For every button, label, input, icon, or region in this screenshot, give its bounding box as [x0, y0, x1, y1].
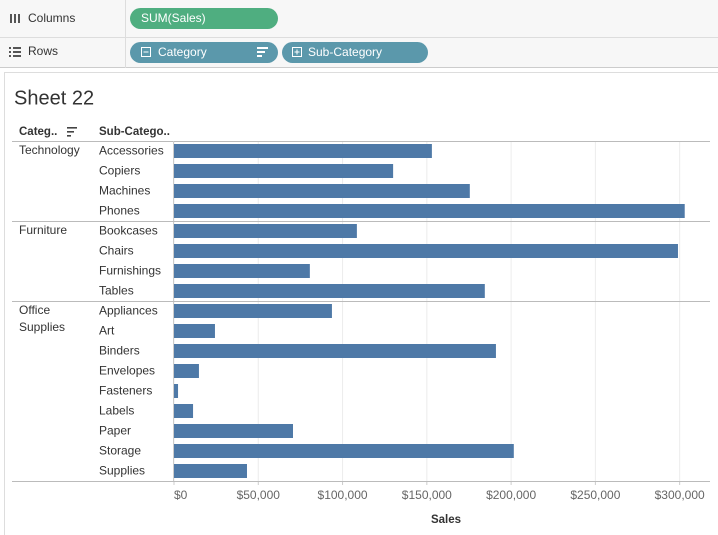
- sub-category-label: Supplies: [99, 464, 145, 478]
- pill-label[interactable]: Category: [158, 45, 207, 59]
- sub-category-label: Bookcases: [99, 224, 158, 238]
- pill[interactable]: [130, 8, 278, 29]
- bar: [174, 244, 678, 258]
- group-label-box: Technology: [19, 143, 80, 157]
- bar: [174, 404, 194, 418]
- bar: [174, 324, 215, 338]
- row-header[interactable]: Sub-Catego..: [99, 126, 170, 138]
- bar: [174, 424, 293, 438]
- sheet-title: Sheet 22: [14, 87, 94, 109]
- pill[interactable]: [282, 42, 428, 63]
- bar: [174, 344, 496, 358]
- x-tick-label: $250,000: [570, 488, 620, 502]
- x-tick-label: $50,000: [237, 488, 281, 502]
- row-header[interactable]: Categ..: [19, 126, 57, 138]
- sub-category-label: Appliances: [99, 304, 158, 318]
- bar: [174, 224, 357, 238]
- sub-category-label: Storage: [99, 444, 141, 458]
- bar: [174, 144, 432, 158]
- sub-category-label: Art: [99, 324, 115, 338]
- collapse-icon[interactable]: [141, 47, 151, 57]
- category-label: Furniture: [19, 223, 68, 237]
- bar: [174, 304, 332, 318]
- group-label-box: Office Supplies: [19, 303, 66, 334]
- sub-category-label: Machines: [99, 184, 150, 198]
- bar: [174, 264, 310, 278]
- x-tick-label: $300,000: [655, 488, 705, 502]
- bar: [174, 364, 199, 378]
- bar: [174, 444, 514, 458]
- category-label: Office Supplies: [19, 303, 66, 334]
- sub-category-label: Accessories: [99, 144, 164, 158]
- sub-category-label: Tables: [99, 284, 134, 298]
- shelf-label: Columns: [28, 11, 75, 25]
- bar: [174, 384, 179, 398]
- rows-icon: [9, 47, 21, 57]
- bar: [174, 184, 470, 198]
- sort-icon: [67, 127, 77, 137]
- sort-icon: [257, 47, 268, 57]
- x-tick-label: $100,000: [318, 488, 368, 502]
- sub-category-label: Binders: [99, 344, 140, 358]
- pill-label[interactable]: Sub-Category: [308, 45, 382, 59]
- group-label-box: Furniture: [19, 223, 68, 237]
- sub-category-label: Chairs: [99, 244, 134, 258]
- shelf-label: Rows: [28, 44, 58, 58]
- sub-category-label: Fasteners: [99, 384, 152, 398]
- sub-category-label: Paper: [99, 424, 131, 438]
- x-tick-label: $200,000: [486, 488, 536, 502]
- category-label: Technology: [19, 143, 80, 157]
- sub-category-label: Furnishings: [99, 264, 161, 278]
- x-tick-label: $150,000: [402, 488, 452, 502]
- pill[interactable]: [130, 42, 278, 63]
- sub-category-label: Labels: [99, 404, 134, 418]
- sub-category-label: Envelopes: [99, 364, 155, 378]
- bar: [174, 284, 485, 298]
- sub-category-label: Phones: [99, 204, 140, 218]
- x-tick-label: $0: [174, 488, 188, 502]
- columns-icon: [10, 14, 20, 23]
- bar: [174, 204, 685, 218]
- x-axis-label: Sales: [431, 514, 461, 526]
- bar: [174, 464, 247, 478]
- expand-icon[interactable]: [292, 47, 302, 57]
- bar: [174, 164, 394, 178]
- pill-label[interactable]: SUM(Sales): [141, 11, 206, 25]
- sub-category-label: Copiers: [99, 164, 140, 178]
